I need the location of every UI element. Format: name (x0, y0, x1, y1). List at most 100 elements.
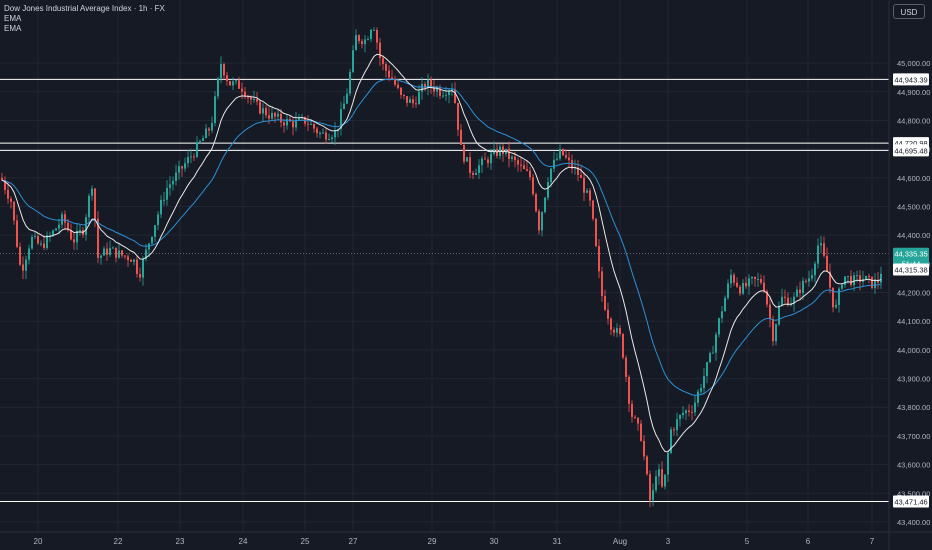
candle-body (16, 220, 18, 247)
candle-body (736, 282, 738, 287)
candle-body (268, 115, 270, 119)
candle-body (781, 296, 783, 306)
candle-body (55, 228, 57, 231)
candle-body (772, 319, 774, 342)
candle-body (346, 93, 348, 104)
candle-body (181, 166, 183, 169)
y-tick-label: 44,400.00 (897, 231, 930, 240)
x-tick-label: 29 (428, 537, 437, 546)
candle-body (364, 39, 366, 45)
candle-body (292, 121, 294, 128)
horizontal-levels[interactable] (0, 78, 889, 502)
price-axis[interactable]: 45,000.0044,900.0044,800.0044,700.0044,6… (897, 59, 930, 527)
candle-body (871, 276, 873, 288)
candle-body (496, 149, 498, 156)
candle-body (472, 172, 474, 175)
candle-body (52, 230, 54, 236)
candle-body (214, 96, 216, 123)
candle-body (802, 280, 804, 294)
candle-body (451, 89, 453, 91)
candle-body (400, 87, 402, 95)
candle-body (745, 282, 747, 287)
candle-body (616, 328, 618, 333)
candle-body (703, 376, 705, 389)
candle-body (517, 160, 519, 165)
symbol-title[interactable]: Dow Jones Industrial Average Index · 1h … (4, 4, 165, 13)
candle-body (112, 247, 114, 249)
candle-body (721, 311, 723, 319)
level-price-tag (893, 73, 929, 86)
candle-body (256, 98, 258, 102)
candle-body (424, 84, 426, 88)
candle-body (673, 429, 675, 431)
candle-body (241, 88, 243, 92)
candle-body (724, 297, 726, 312)
candle-body (319, 133, 321, 135)
y-tick-label: 44,100.00 (897, 317, 930, 326)
indicator-ema-1[interactable]: EMA (4, 14, 22, 23)
candle-body (478, 165, 480, 173)
candle-body (634, 416, 636, 418)
candle-body (352, 50, 354, 72)
candle-body (118, 250, 120, 258)
candle-body (709, 353, 711, 363)
candle-body (133, 259, 135, 262)
level-price-label: 43,471.46 (894, 497, 927, 506)
y-tick-label: 45,000.00 (897, 59, 930, 68)
candle-body (58, 224, 60, 229)
candle-body (286, 119, 288, 126)
candle-body (676, 419, 678, 431)
candle-body (793, 296, 795, 304)
candle-body (808, 278, 810, 282)
candle-body (565, 155, 567, 158)
candle-body (784, 296, 786, 298)
candle-body (607, 309, 609, 319)
candle-body (238, 80, 240, 89)
candle-body (829, 271, 831, 288)
candle-body (799, 289, 801, 294)
x-tick-label: 23 (176, 537, 185, 546)
candle-body (679, 415, 681, 420)
candle-body (814, 263, 816, 276)
candle-body (4, 180, 6, 190)
candle-body (712, 352, 714, 354)
candle-body (514, 156, 516, 161)
candle-body (385, 63, 387, 71)
candle-body (226, 75, 228, 82)
candle-body (349, 71, 351, 94)
candle-body (757, 278, 759, 280)
candle-body (817, 245, 819, 264)
candle-body (658, 469, 660, 477)
candle-body (826, 255, 828, 272)
candle-body (646, 456, 648, 475)
time-axis[interactable]: 20 22 23 24 25 27 29 30 31 Aug 3 5 6 7 (34, 537, 875, 546)
candle-body (373, 29, 375, 31)
candle-body (841, 284, 843, 289)
currency-button[interactable]: USD (893, 4, 925, 19)
candle-body (457, 103, 459, 130)
x-tick-label: 20 (34, 537, 43, 546)
candle-body (208, 128, 210, 131)
indicator-ema-2[interactable]: EMA (4, 24, 22, 33)
candle-body (175, 172, 177, 181)
candle-body (763, 282, 765, 292)
candle-body (157, 214, 159, 226)
candle-body (556, 158, 558, 160)
candle-body (337, 128, 339, 131)
candle-body (178, 166, 180, 173)
candle-body (88, 195, 90, 218)
candle-body (613, 329, 615, 333)
candle-body (415, 103, 417, 105)
candle-body (196, 141, 198, 157)
candle-body (571, 160, 573, 169)
candle-body (475, 172, 477, 175)
candle-body (64, 214, 66, 223)
candle-body (532, 177, 534, 195)
candle-body (253, 98, 255, 100)
candle-body (811, 275, 813, 279)
candle-body (610, 318, 612, 330)
candle-body (331, 137, 333, 139)
candle-body (361, 41, 363, 45)
candle-body (172, 180, 174, 185)
